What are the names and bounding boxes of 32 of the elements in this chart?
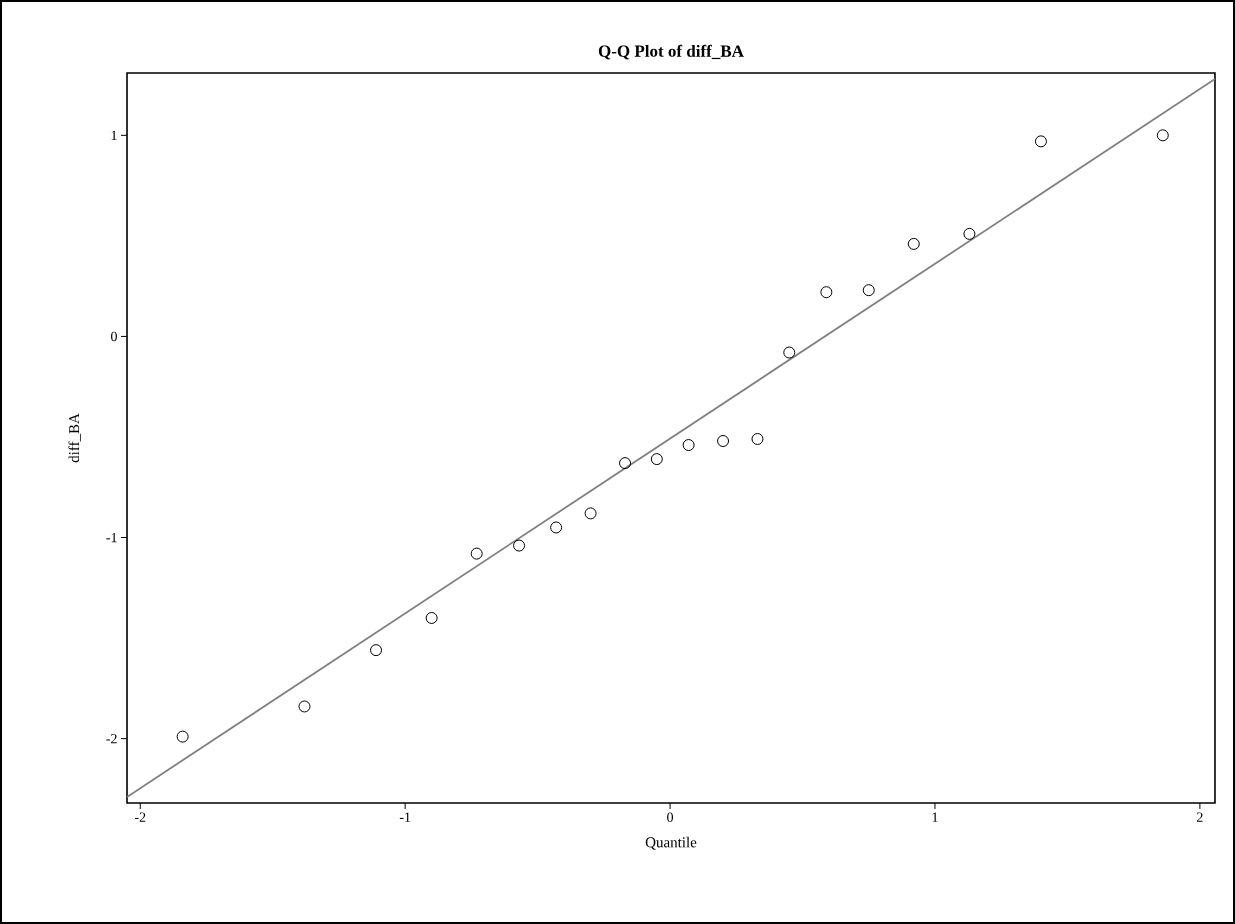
point	[783, 346, 796, 359]
x-tick-label: 2	[1196, 812, 1203, 822]
point	[298, 700, 311, 713]
y-tick-label: -2	[106, 734, 117, 744]
point	[1156, 129, 1169, 142]
y-tick-label: 0	[111, 331, 117, 342]
point	[425, 611, 438, 624]
y-tick-label: -1	[106, 532, 117, 543]
point	[1034, 135, 1047, 148]
point	[682, 439, 695, 452]
x-tick-label: 1	[932, 812, 938, 822]
y-tick-label: 1	[111, 130, 117, 140]
chart-title: Q-Q Plot of diff_BA	[598, 44, 744, 60]
x-tick-label: -2	[134, 812, 146, 822]
point	[176, 730, 189, 743]
x-tick-label: 0	[667, 812, 674, 822]
x-axis-title: Quantile	[645, 836, 697, 850]
point	[751, 432, 764, 445]
point	[370, 644, 383, 657]
x-tick-label: -1	[399, 812, 411, 822]
point	[717, 435, 730, 447]
point	[820, 286, 833, 299]
point	[862, 284, 875, 297]
point	[550, 521, 563, 534]
point	[963, 227, 976, 240]
point	[650, 453, 663, 466]
point	[584, 507, 597, 520]
point	[907, 237, 920, 250]
point	[470, 547, 483, 560]
point	[513, 539, 526, 552]
y-axis-title: diff_BA	[68, 413, 81, 463]
point	[619, 457, 632, 470]
